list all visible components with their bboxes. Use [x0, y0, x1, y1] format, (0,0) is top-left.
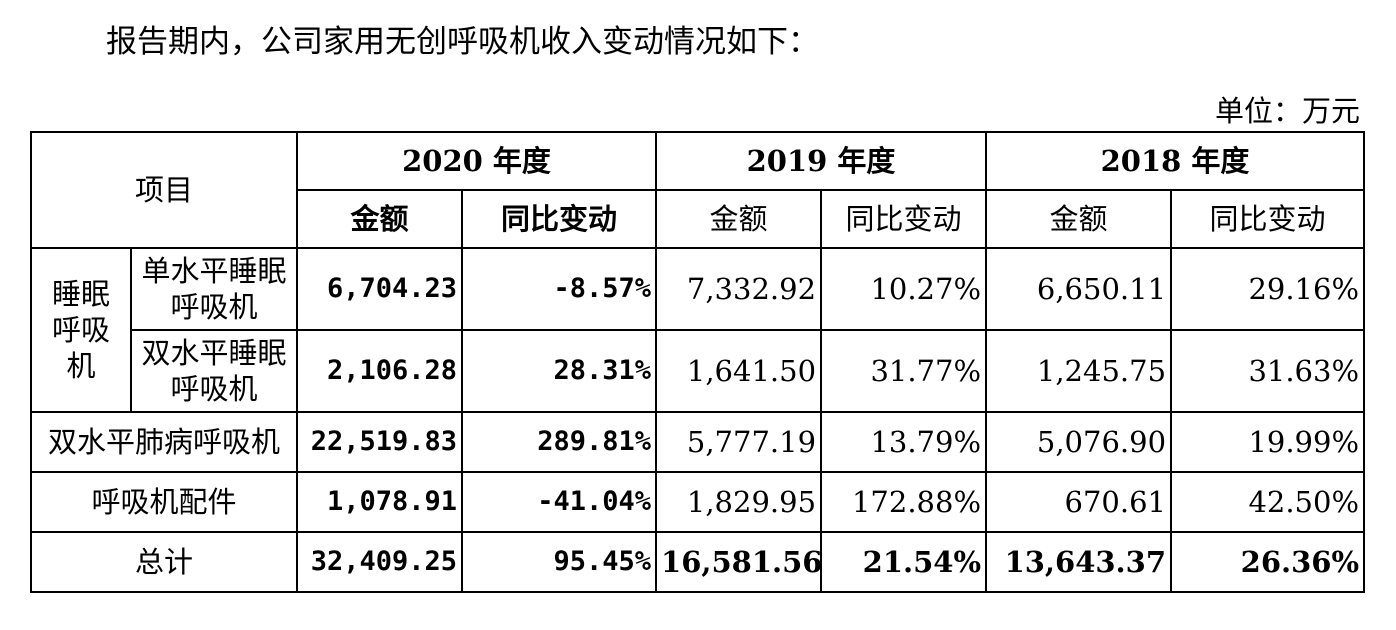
row-label: 呼吸机配件 [29, 471, 299, 533]
cell-change-2020: 95.45% [461, 531, 658, 593]
table-row: 睡眠 呼吸 机 单水平睡眠 呼吸机 6,704.23 -8.57% 7,332.… [30, 247, 1366, 413]
row-label: 双水平肺病呼吸机 [29, 411, 299, 473]
header-change: 同比变动 [820, 189, 988, 249]
row-label-line: 双水平睡眠 [141, 336, 287, 370]
cell-amount-2018: 6,650.11 [985, 247, 1173, 331]
cell-amount-2020: 6,704.23 [296, 247, 464, 331]
header-row-metrics: 金额 同比变动 金额 同比变动 金额 同比变动 [31, 189, 1366, 249]
cell-amount-2020: 1,078.91 [296, 471, 464, 533]
header-amount: 金额 [985, 189, 1173, 249]
cell-change-2019: 31.77% [820, 329, 988, 413]
intro-text: 报告期内，公司家用无创呼吸机收入变动情况如下： [106, 24, 819, 60]
header-change: 同比变动 [461, 189, 658, 249]
group-label-line: 呼吸 [51, 313, 110, 347]
cell-change-2018: 26.36% [1170, 531, 1366, 593]
group-label-line: 机 [66, 349, 96, 383]
cell-change-2018: 31.63% [1170, 329, 1366, 413]
cell-change-2018: 42.50% [1170, 471, 1366, 533]
cell-amount-2019: 1,641.50 [655, 329, 823, 413]
cell-amount-2019: 7,332.92 [655, 247, 823, 331]
cell-change-2020: 289.81% [461, 411, 658, 473]
cell-amount-2019: 5,777.19 [655, 411, 823, 473]
unit-label: 单位：万元 [1214, 94, 1360, 128]
header-item: 项目 [29, 131, 299, 249]
header-row-years: 项目 2020 年度 2019 年度 2018 年度 [29, 131, 1366, 249]
cell-amount-2019: 16,581.56 [655, 531, 822, 593]
row-label: 总计 [29, 531, 299, 593]
row-label: 单水平睡眠 呼吸机 [129, 247, 299, 331]
header-year-2018: 2018 年度 [985, 131, 1366, 191]
cell-change-2020: -8.57% [461, 247, 658, 331]
cell-change-2018: 19.99% [1170, 411, 1366, 473]
revenue-table: 项目 2020 年度 2019 年度 2018 年度 金额 同比变动 金额 同比… [29, 131, 1366, 593]
row-label: 双水平睡眠 呼吸机 [129, 329, 299, 413]
cell-amount-2019: 1,829.95 [655, 471, 823, 533]
row-label-line: 呼吸机 [170, 372, 258, 406]
cell-change-2019: 172.88% [820, 471, 988, 533]
cell-amount-2018: 5,076.90 [985, 411, 1173, 473]
cell-change-2020: -41.04% [461, 471, 658, 533]
cell-amount-2020: 22,519.83 [296, 411, 464, 473]
header-year-2020: 2020 年度 [296, 131, 658, 191]
cell-amount-2020: 2,106.28 [296, 329, 464, 413]
header-amount: 金额 [296, 189, 464, 249]
cell-amount-2020: 32,409.25 [296, 531, 464, 593]
row-label-line: 单水平睡眠 [141, 254, 287, 288]
table-row: 双水平肺病呼吸机 22,519.83 289.81% 5,777.19 13.7… [29, 411, 1366, 473]
table-row: 呼吸机配件 1,078.91 -41.04% 1,829.95 172.88% … [29, 471, 1366, 533]
cell-amount-2018: 670.61 [985, 471, 1173, 533]
header-year-2019: 2019 年度 [655, 131, 988, 191]
cell-amount-2018: 13,643.37 [985, 531, 1173, 593]
group-label: 睡眠 呼吸 机 [30, 247, 132, 413]
row-label-line: 呼吸机 [170, 290, 258, 324]
cell-change-2019: 10.27% [820, 247, 988, 331]
cell-change-2019: 21.54% [820, 531, 988, 593]
group-label-line: 睡眠 [51, 277, 110, 311]
cell-change-2019: 13.79% [820, 411, 988, 473]
total-row: 总计 32,409.25 95.45% 16,581.56 21.54% 13,… [29, 531, 1366, 593]
cell-change-2018: 29.16% [1170, 247, 1366, 331]
header-change: 同比变动 [1170, 189, 1366, 249]
cell-change-2020: 28.31% [461, 329, 658, 413]
table-row: 双水平睡眠 呼吸机 2,106.28 28.31% 1,641.50 31.77… [31, 329, 1366, 413]
cell-amount-2018: 1,245.75 [985, 329, 1173, 413]
header-amount: 金额 [655, 189, 823, 249]
